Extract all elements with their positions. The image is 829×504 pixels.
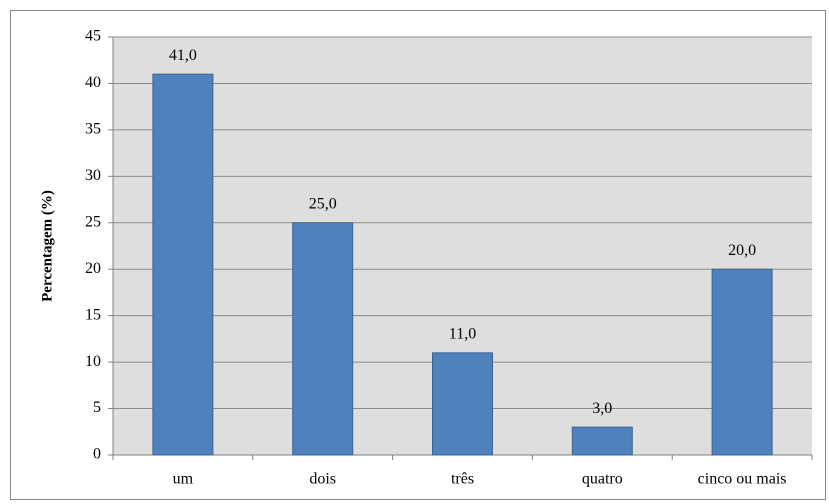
y-tick-label: 15 bbox=[85, 306, 101, 323]
y-tick-label: 30 bbox=[85, 167, 101, 184]
x-tick-label: três bbox=[451, 471, 474, 488]
y-tick-label: 25 bbox=[85, 213, 101, 230]
value-label: 11,0 bbox=[449, 325, 476, 342]
y-tick-label: 20 bbox=[85, 260, 101, 277]
x-tick-label: cinco ou mais bbox=[698, 471, 787, 488]
y-axis-label: Percentagem (%) bbox=[39, 190, 55, 302]
x-tick-label: quatro bbox=[582, 471, 623, 488]
bar bbox=[432, 352, 493, 456]
x-tick-label: um bbox=[173, 471, 194, 488]
y-tick-label: 45 bbox=[85, 28, 101, 45]
y-tick-label: 0 bbox=[93, 446, 101, 463]
value-label: 25,0 bbox=[309, 195, 337, 212]
y-tick-label: 35 bbox=[85, 121, 101, 138]
bar bbox=[152, 73, 214, 456]
y-tick-label: 40 bbox=[85, 74, 101, 91]
bar bbox=[571, 426, 633, 456]
y-tick-label: 5 bbox=[93, 399, 101, 416]
bar bbox=[711, 268, 773, 456]
value-label: 41,0 bbox=[169, 47, 197, 64]
value-label: 20,0 bbox=[728, 242, 756, 259]
y-tick-label: 10 bbox=[85, 353, 101, 370]
x-tick-label: dois bbox=[309, 471, 336, 488]
value-label: 3,0 bbox=[592, 400, 612, 417]
bar bbox=[292, 222, 354, 456]
